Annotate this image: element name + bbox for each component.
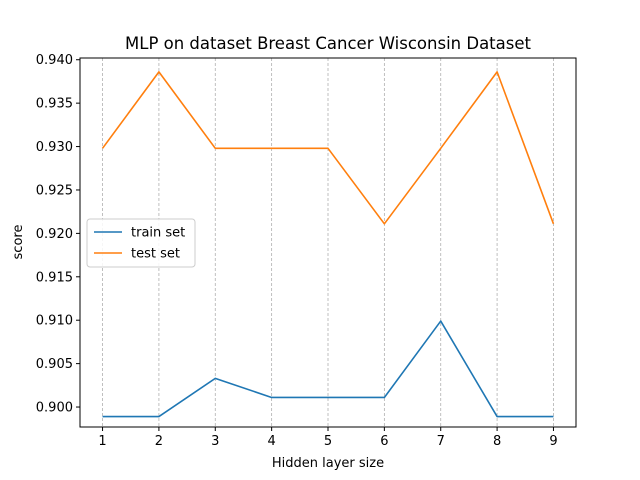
y-tick-label: 0.910 [36,314,73,329]
legend: train set test set [86,218,196,268]
chart-title: MLP on dataset Breast Cancer Wisconsin D… [125,34,531,53]
x-axis-ticks: 1 2 3 4 5 6 7 8 9 [98,427,558,449]
y-tick-label: 0.920 [36,227,73,242]
y-axis-ticks: 0.900 0.905 0.910 0.915 0.920 0.925 0.930 0.935… [36,53,80,416]
y-tick-label: 0.935 [36,97,73,112]
x-tick-label: 9 [549,434,557,449]
y-tick-label: 0.905 [36,357,73,372]
legend-label: train set [131,226,185,241]
series-line-test-set [101,71,555,225]
x-tick-label: 3 [211,434,219,449]
legend-label: test set [131,247,180,262]
legend-box [86,218,196,268]
x-tick-label: 4 [267,434,275,449]
y-tick-label: 0.900 [36,401,73,416]
grid-lines [102,58,554,427]
x-tick-label: 8 [493,434,501,449]
y-tick-label: 0.930 [36,140,73,155]
x-tick-label: 7 [437,434,445,449]
x-tick-label: 5 [324,434,332,449]
x-tick-label: 6 [380,434,388,449]
y-tick-label: 0.915 [36,270,73,285]
x-tick-label: 2 [155,434,163,449]
y-axis-label: score [11,225,26,260]
y-tick-label: 0.940 [36,53,73,68]
x-tick-label: 1 [98,434,106,449]
y-tick-label: 0.925 [36,183,73,198]
series-line-train-set [102,320,554,418]
series-lines [101,71,555,418]
x-axis-label: Hidden layer size [272,456,384,471]
